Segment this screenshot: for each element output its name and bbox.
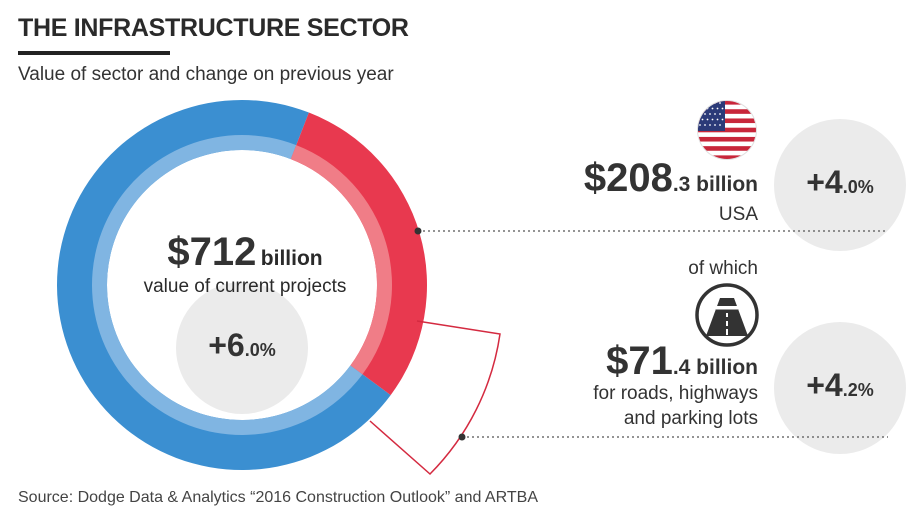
donut-slice-usa	[290, 112, 428, 396]
highway-icon	[695, 283, 759, 347]
flag-star	[719, 124, 721, 126]
flag-star	[714, 113, 716, 115]
flag-stripe	[698, 136, 756, 142]
flag-stripe	[698, 155, 756, 159]
flag-star	[704, 102, 706, 104]
flag-stripe	[698, 127, 756, 133]
flag-stripe	[698, 101, 756, 105]
roads-value: $71.4 billion	[606, 339, 758, 384]
us-flag-icon	[697, 100, 757, 160]
flag-stripe	[698, 118, 756, 124]
roads-change-circle	[774, 322, 906, 454]
title-underline	[18, 51, 170, 55]
flag-star	[709, 124, 711, 126]
roads-value-major: $71	[606, 339, 673, 383]
source-note: Source: Dodge Data & Analytics “2016 Con…	[18, 489, 538, 506]
total-value-unit: billion	[260, 247, 323, 270]
flag-star	[711, 118, 714, 121]
roads-change: +4.2%	[774, 367, 906, 404]
usa-change-minor: .0%	[842, 177, 874, 197]
roads-wedge-outline	[369, 320, 501, 476]
total-change-major: +6	[208, 327, 245, 363]
flag-star	[706, 118, 709, 121]
flag-star	[699, 124, 701, 126]
flag-star	[699, 113, 701, 115]
flag-star	[714, 124, 716, 126]
total-label: value of current projects	[143, 276, 347, 297]
flag-star	[721, 118, 724, 121]
total-change: +6.0%	[176, 327, 308, 364]
flag-star	[719, 113, 721, 115]
usa-value-major: $208	[583, 156, 673, 200]
flag-star	[719, 102, 721, 104]
usa-label: USA	[718, 204, 758, 225]
flag-star	[711, 107, 714, 110]
usa-change-major: +4	[806, 164, 843, 200]
chart-subtitle: Value of sector and change on previous y…	[18, 64, 394, 85]
usa-value-minor: .3 billion	[672, 173, 758, 196]
flag-star	[701, 107, 704, 110]
donut-chart	[57, 99, 428, 470]
flag-star	[709, 102, 711, 104]
flag-star	[701, 118, 704, 121]
flag-stripe	[698, 146, 756, 151]
roads-leader-dot	[458, 433, 466, 441]
chart-title: THE INFRASTRUCTURE SECTOR	[18, 14, 409, 42]
flag-star	[709, 113, 711, 115]
roads-value-minor: .4 billion	[672, 356, 758, 379]
flag-star	[704, 124, 706, 126]
usa-leader-dot	[414, 227, 422, 235]
roads-label-line2: and parking lots	[623, 408, 758, 429]
usa-change-circle	[774, 119, 906, 251]
flag-star	[699, 102, 701, 104]
total-value-major: $712	[167, 230, 257, 274]
flag-star	[704, 113, 706, 115]
usa-change: +4.0%	[774, 164, 906, 201]
total-change-circle	[176, 282, 308, 414]
donut-slice-usa-inner	[290, 145, 393, 375]
flag-star	[716, 107, 719, 110]
total-change-minor: .0%	[244, 340, 276, 360]
of-which-label: of which	[688, 258, 758, 279]
usa-value: $208.3 billion	[584, 156, 758, 201]
roads-change-major: +4	[806, 367, 843, 403]
flag-star	[721, 107, 724, 110]
flag-stripe	[698, 109, 756, 114]
flag-star	[716, 118, 719, 121]
total-value: $712 billion	[60, 230, 430, 275]
roads-change-minor: .2%	[842, 380, 874, 400]
roads-label-line1: for roads, highways	[593, 383, 758, 404]
